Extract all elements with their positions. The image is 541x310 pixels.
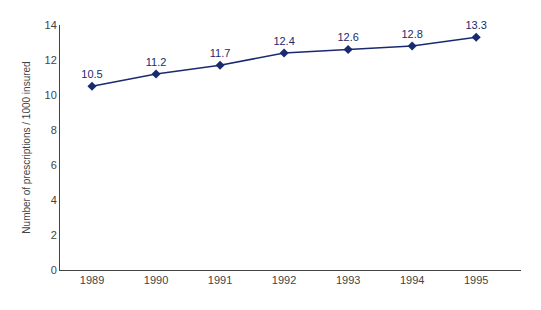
svg-text:Number of prescriptions / 1000: Number of prescriptions / 1000 insured <box>21 61 32 233</box>
svg-text:1993: 1993 <box>336 274 360 286</box>
svg-text:12.4: 12.4 <box>273 35 294 47</box>
svg-text:1990: 1990 <box>144 274 168 286</box>
svg-text:1994: 1994 <box>400 274 424 286</box>
svg-text:1991: 1991 <box>208 274 232 286</box>
svg-text:8: 8 <box>51 124 57 136</box>
svg-text:6: 6 <box>51 159 57 171</box>
svg-text:1995: 1995 <box>464 274 488 286</box>
svg-text:10.5: 10.5 <box>81 68 102 80</box>
svg-text:2: 2 <box>51 229 57 241</box>
svg-text:12.6: 12.6 <box>337 31 358 43</box>
svg-text:1992: 1992 <box>272 274 296 286</box>
svg-text:14: 14 <box>45 19 57 31</box>
svg-text:12.8: 12.8 <box>401 28 422 40</box>
svg-text:10: 10 <box>45 89 57 101</box>
svg-text:11.2: 11.2 <box>146 56 167 68</box>
svg-text:0: 0 <box>51 264 57 276</box>
svg-text:12: 12 <box>45 54 57 66</box>
svg-text:13.3: 13.3 <box>465 19 486 31</box>
svg-text:4: 4 <box>51 194 57 206</box>
svg-text:11.7: 11.7 <box>210 47 231 59</box>
svg-text:1989: 1989 <box>80 274 104 286</box>
